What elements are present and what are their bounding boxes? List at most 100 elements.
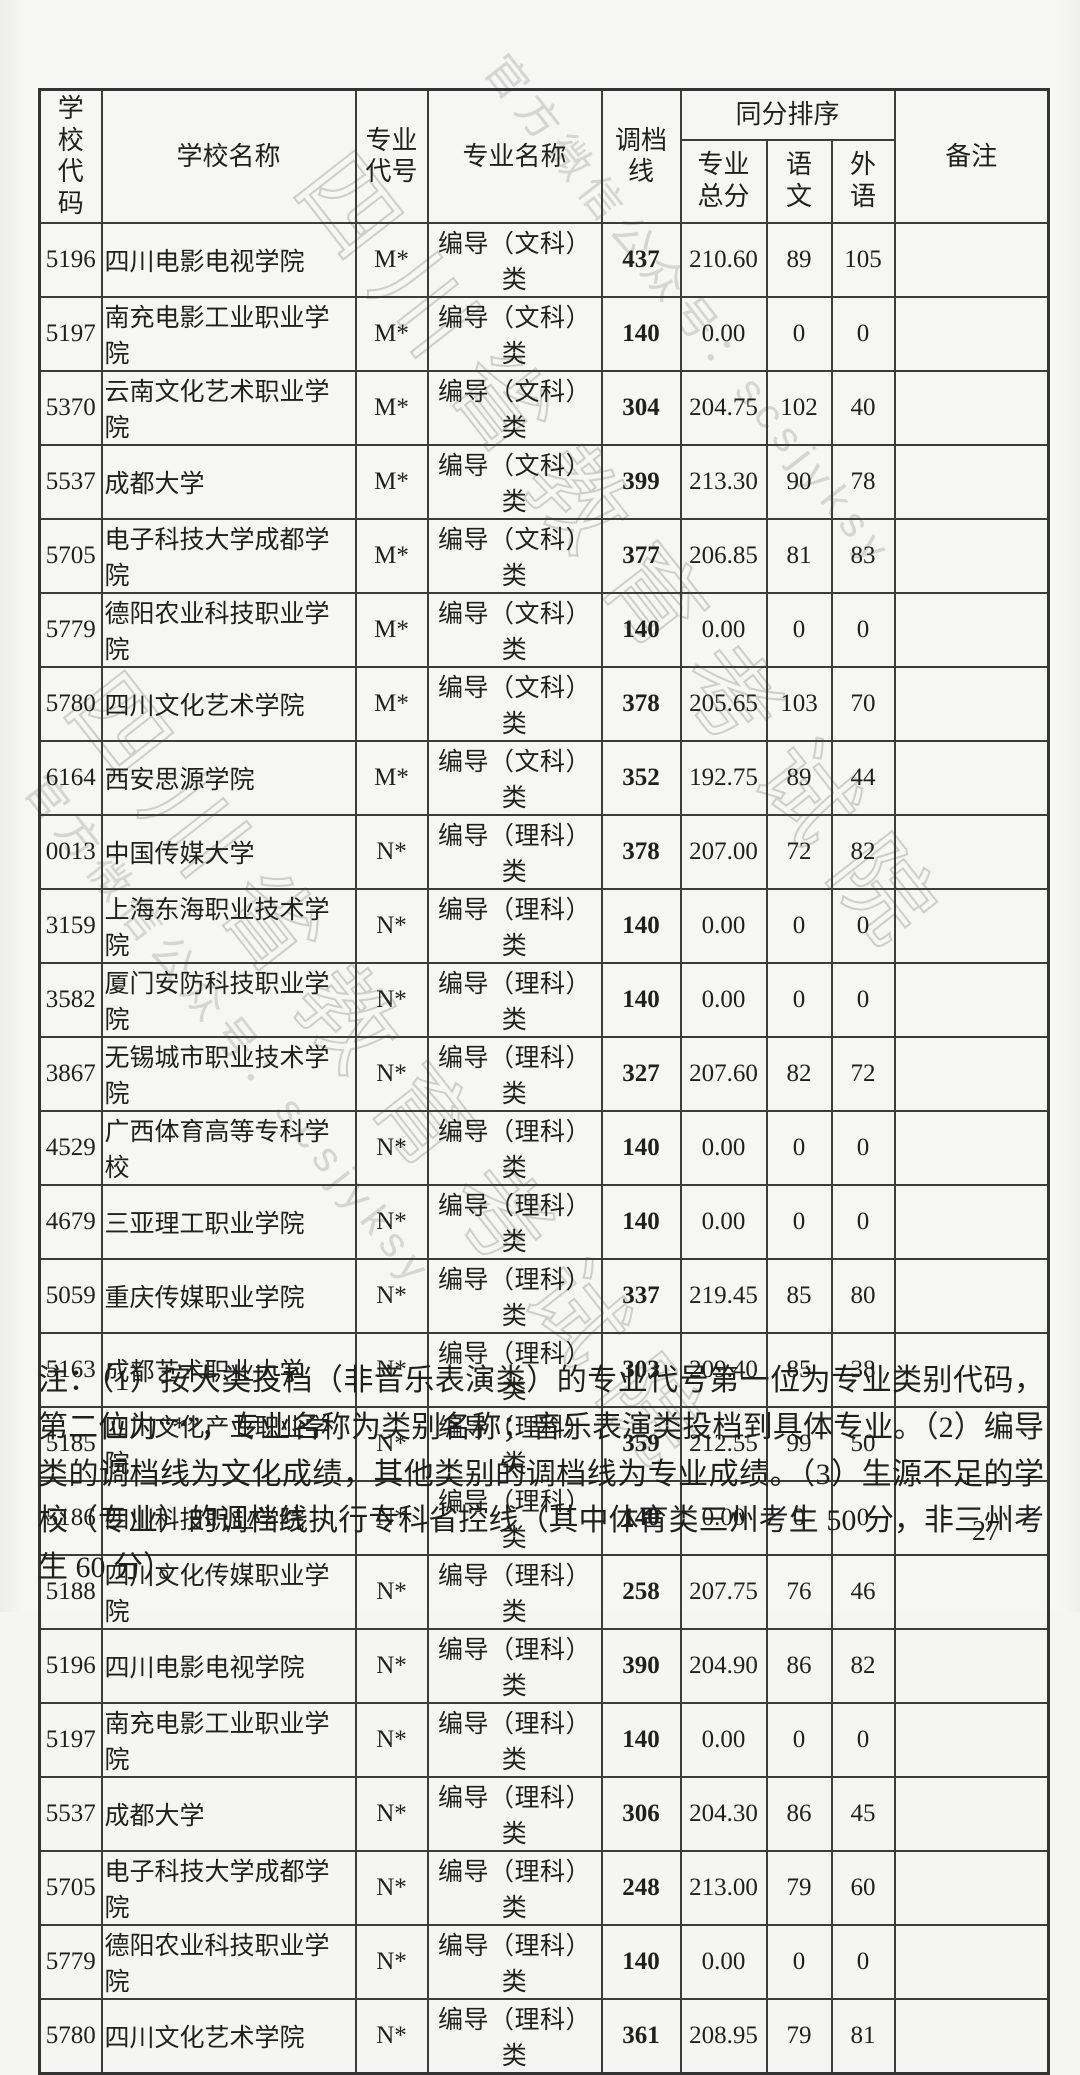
cell-cutoff: 377	[600, 517, 682, 594]
cell-major-total: 219.45	[679, 1257, 768, 1334]
cell-major-code: N*	[354, 1997, 429, 2075]
cell-chinese: 0	[765, 1109, 833, 1186]
cell-remark	[893, 1405, 1050, 1482]
cell-major-total: 206.85	[679, 517, 768, 594]
cell-school-name: 厦门安防科技职业学院	[100, 961, 357, 1038]
cell-cutoff: 140	[600, 1923, 682, 2000]
cell-remark	[893, 369, 1050, 446]
cell-cutoff: 306	[600, 1775, 682, 1852]
cell-major-name: 编导（文科）类	[426, 665, 603, 742]
cell-cutoff: 140	[600, 295, 682, 372]
cell-chinese: 86	[765, 1627, 833, 1704]
table-row: 6164 西安思源学院 M* 编导（文科）类 352 192.75 89 44	[38, 739, 1050, 816]
cell-school-code: 5537	[38, 443, 103, 520]
cell-school-name: 广西体育高等专科学校	[100, 1109, 357, 1186]
table-row: 5197 南充电影工业职业学院 M* 编导（文科）类 140 0.00 0 0	[38, 295, 1050, 372]
cell-major-name: 编导（理科）类	[426, 887, 603, 964]
cell-major-total: 192.75	[679, 739, 768, 816]
cell-cutoff: 361	[600, 1997, 682, 2075]
cell-school-name: 成都大学	[100, 443, 357, 520]
cell-school-name: 四川文化艺术学院	[100, 1997, 357, 2075]
header-foreign: 外语	[830, 138, 896, 224]
cell-school-code: 5196	[38, 1627, 103, 1704]
cell-chinese: 0	[765, 887, 833, 964]
cell-major-total: 207.00	[679, 813, 768, 890]
cell-chinese: 0	[765, 295, 833, 372]
cell-remark	[893, 1775, 1050, 1852]
cell-school-name: 中国传媒大学	[100, 813, 357, 890]
cell-school-code: 5059	[38, 1257, 103, 1334]
cell-remark	[893, 1035, 1050, 1112]
cell-major-code: M*	[354, 739, 429, 816]
cell-cutoff: 140	[600, 1109, 682, 1186]
cell-school-code: 4529	[38, 1109, 103, 1186]
cell-cutoff: 140	[600, 961, 682, 1038]
cell-chinese: 85	[765, 1331, 833, 1408]
table-row: 5370 云南文化艺术职业学院 M* 编导（文科）类 304 204.75 102 40	[38, 369, 1050, 446]
cell-major-code: M*	[354, 665, 429, 742]
cell-remark	[893, 1923, 1050, 2000]
footnote: 注：（1）按大类投档（非音乐表演类）的专业代号第一位为专业类别代码，第二位为“*…	[38, 1364, 1044, 1585]
header-remark: 备注	[893, 88, 1050, 224]
cell-major-code: N*	[354, 1701, 429, 1778]
cell-school-code: 5163	[38, 1331, 103, 1408]
cell-major-code: N*	[354, 1257, 429, 1334]
header-school-code: 学校代码	[38, 88, 103, 224]
cell-major-code: N*	[354, 887, 429, 964]
cell-school-code: 5780	[38, 665, 103, 742]
cell-school-name: 西安思源学院	[100, 739, 357, 816]
cell-foreign: 0	[830, 1183, 896, 1260]
cell-school-name: 四川科技职业学院	[100, 1479, 357, 1556]
cell-major-name: 编导（理科）类	[426, 1183, 603, 1260]
table-row: 5197 南充电影工业职业学院 N* 编导（理科）类 140 0.00 0 0	[38, 1701, 1050, 1778]
cell-chinese: 0	[765, 1479, 833, 1556]
cell-school-name: 德阳农业科技职业学院	[100, 1923, 357, 2000]
cell-foreign: 0	[830, 961, 896, 1038]
cell-cutoff: 303	[600, 1331, 682, 1408]
cell-foreign: 82	[830, 813, 896, 890]
cell-foreign: 0	[830, 887, 896, 964]
table-row: 5780 四川文化艺术学院 N* 编导（理科）类 361 208.95 79 81	[38, 1997, 1050, 2075]
cell-school-name: 四川电影电视学院	[100, 221, 357, 298]
table-header: 学校代码 学校名称 专业代号 专业名称 调档线 同分排序 备注 专业总分 语文 …	[38, 88, 1050, 224]
cell-remark	[893, 813, 1050, 890]
table-row: 5537 成都大学 M* 编导（文科）类 399 213.30 90 78	[38, 443, 1050, 520]
cell-school-code: 5186	[38, 1479, 103, 1556]
cell-major-total: 207.60	[679, 1035, 768, 1112]
cell-chinese: 79	[765, 1997, 833, 2075]
cell-school-name: 南充电影工业职业学院	[100, 1701, 357, 1778]
cell-foreign: 0	[830, 1701, 896, 1778]
table-body: 5196 四川电影电视学院 M* 编导（文科）类 437 210.60 89 105 5197 南…	[38, 221, 1050, 2075]
cell-school-name: 成都大学	[100, 1775, 357, 1852]
cell-major-total: 212.55	[679, 1405, 768, 1482]
cell-foreign: 78	[830, 443, 896, 520]
header-school-name: 学校名称	[100, 88, 357, 224]
table-row: 3867 无锡城市职业技术学院 N* 编导（理科）类 327 207.60 82 72	[38, 1035, 1050, 1112]
cell-foreign: 81	[830, 1997, 896, 2075]
cell-chinese: 0	[765, 591, 833, 668]
cell-school-name: 电子科技大学成都学院	[100, 517, 357, 594]
cell-major-code: N*	[354, 1775, 429, 1852]
cell-major-code: N*	[354, 1849, 429, 1926]
cell-major-total: 209.40	[679, 1331, 768, 1408]
cell-foreign: 72	[830, 1035, 896, 1112]
cell-major-name: 编导（文科）类	[426, 591, 603, 668]
cell-chinese: 85	[765, 1257, 833, 1334]
cell-major-total: 0.00	[679, 1923, 768, 2000]
cell-major-code: N*	[354, 1479, 429, 1556]
table-row: 5779 德阳农业科技职业学院 M* 编导（文科）类 140 0.00 0 0	[38, 591, 1050, 668]
cell-foreign: 82	[830, 1627, 896, 1704]
header-major-name: 专业名称	[426, 88, 603, 224]
cell-chinese: 0	[765, 1701, 833, 1778]
cell-school-name: 四川电影电视学院	[100, 1627, 357, 1704]
table-row: 5163 成都艺术职业大学 N* 编导（理科）类 303 209.40 85 38	[38, 1331, 1050, 1408]
cell-chinese: 81	[765, 517, 833, 594]
cell-school-name: 德阳农业科技职业学院	[100, 591, 357, 668]
cell-major-name: 编导（理科）类	[426, 1257, 603, 1334]
cell-school-name: 南充电影工业职业学院	[100, 295, 357, 372]
cell-chinese: 86	[765, 1775, 833, 1852]
cell-major-name: 编导（文科）类	[426, 739, 603, 816]
cell-cutoff: 304	[600, 369, 682, 446]
cell-major-total: 0.00	[679, 961, 768, 1038]
header-cutoff-line: 调档线	[600, 88, 682, 224]
